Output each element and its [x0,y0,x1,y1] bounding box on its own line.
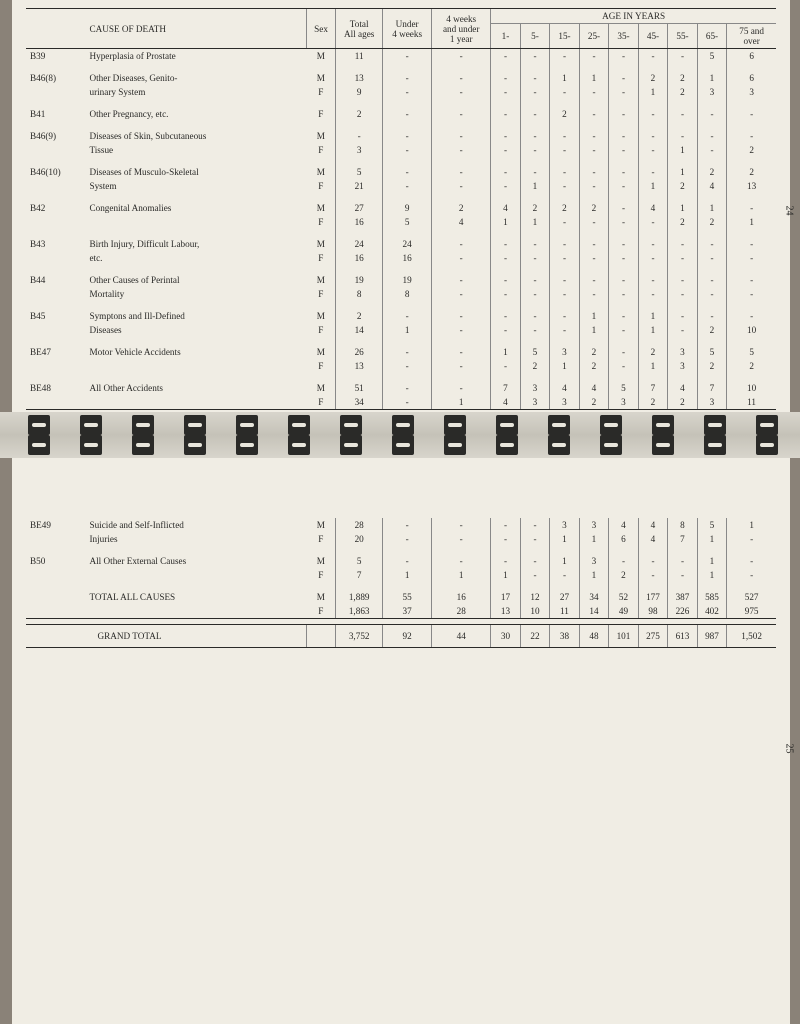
table-row: B42Congenital AnomaliesM27924222-411- [26,201,776,215]
table-row: B46(10)Diseases of Musculo-SkeletalM5---… [26,165,776,179]
header-age-5: 45- [638,24,668,49]
mortality-table-bottom: BE49Suicide and Self-InflictedM28----334… [26,518,776,648]
table-row: TOTAL ALL CAUSESM1,889551617122734521773… [26,590,776,604]
header-under4: Under 4 weeks [383,9,432,49]
grand-total-label: GRAND TOTAL [87,625,306,648]
header-age-0: 1- [491,24,521,49]
spiral-binding [0,412,800,458]
table-row: B44Other Causes of PerintalM1919--------… [26,273,776,287]
table-row: B46(8)Other Diseases, Genito-M13----11-2… [26,71,776,85]
table-row: etc.F1616---------- [26,251,776,265]
table-row: MortalityF88---------- [26,287,776,301]
header-4weeks: 4 weeks and under 1 year [432,9,491,49]
header-cause: CAUSE OF DEATH [87,9,306,49]
header-age-6: 55- [668,24,698,49]
table-row: TissueF3--------1-2 [26,143,776,157]
table-row: B45Symptons and Ill-DefinedM2-----1-1--- [26,309,776,323]
header-age-1: 5- [520,24,550,49]
top-page: 24 CAUSE OF DEATH Sex Total All ages Und… [12,0,790,412]
mortality-table-top: CAUSE OF DEATH Sex Total All ages Under … [26,8,776,410]
page-number-25: 25 [784,744,795,754]
header-sex: Sex [306,9,336,49]
header-age-3: 25- [579,24,609,49]
header-age-7: 65- [697,24,727,49]
table-row: F1,8633728131011144998226402975 [26,604,776,619]
table-row: B39Hyperplasia of ProstateM11---------56 [26,49,776,64]
table-row: F7111--12--1- [26,568,776,582]
header-age-4: 35- [609,24,639,49]
table-row: urinary SystemF9-------1233 [26,85,776,99]
table-row: B50All Other External CausesM5----13---1… [26,554,776,568]
bottom-page: 25 BE49Suicide and Self-InflictedM28----… [12,458,790,1024]
table-row: B43Birth Injury, Difficult Labour,M2424-… [26,237,776,251]
table-row: BE49Suicide and Self-InflictedM28----334… [26,518,776,532]
table-row: B46(9)Diseases of Skin, SubcutaneousM---… [26,129,776,143]
table-row: SystemF21---1---12413 [26,179,776,193]
header-age-8: 75 and over [727,24,776,49]
table-row: F34-14332322311 [26,395,776,410]
table-row: F13---212-1322 [26,359,776,373]
header-age-group: AGE IN YEARS [491,9,776,24]
table-row: InjuriesF20----116471- [26,532,776,546]
header-total: Total All ages [336,9,383,49]
table-row: BE48All Other AccidentsM51--7344574710 [26,381,776,395]
table-row: DiseasesF141----1-1-210 [26,323,776,337]
table-row: BE47Motor Vehicle AccidentsM26--1532-235… [26,345,776,359]
grand-total-row: GRAND TOTAL 3,752 92 44 30 22 38 48 101 … [26,625,776,648]
header-age-2: 15- [550,24,580,49]
table-row: B41Other Pregnancy, etc.F2----2------ [26,107,776,121]
table-row: F165411----221 [26,215,776,229]
page-number-24: 24 [784,206,795,216]
